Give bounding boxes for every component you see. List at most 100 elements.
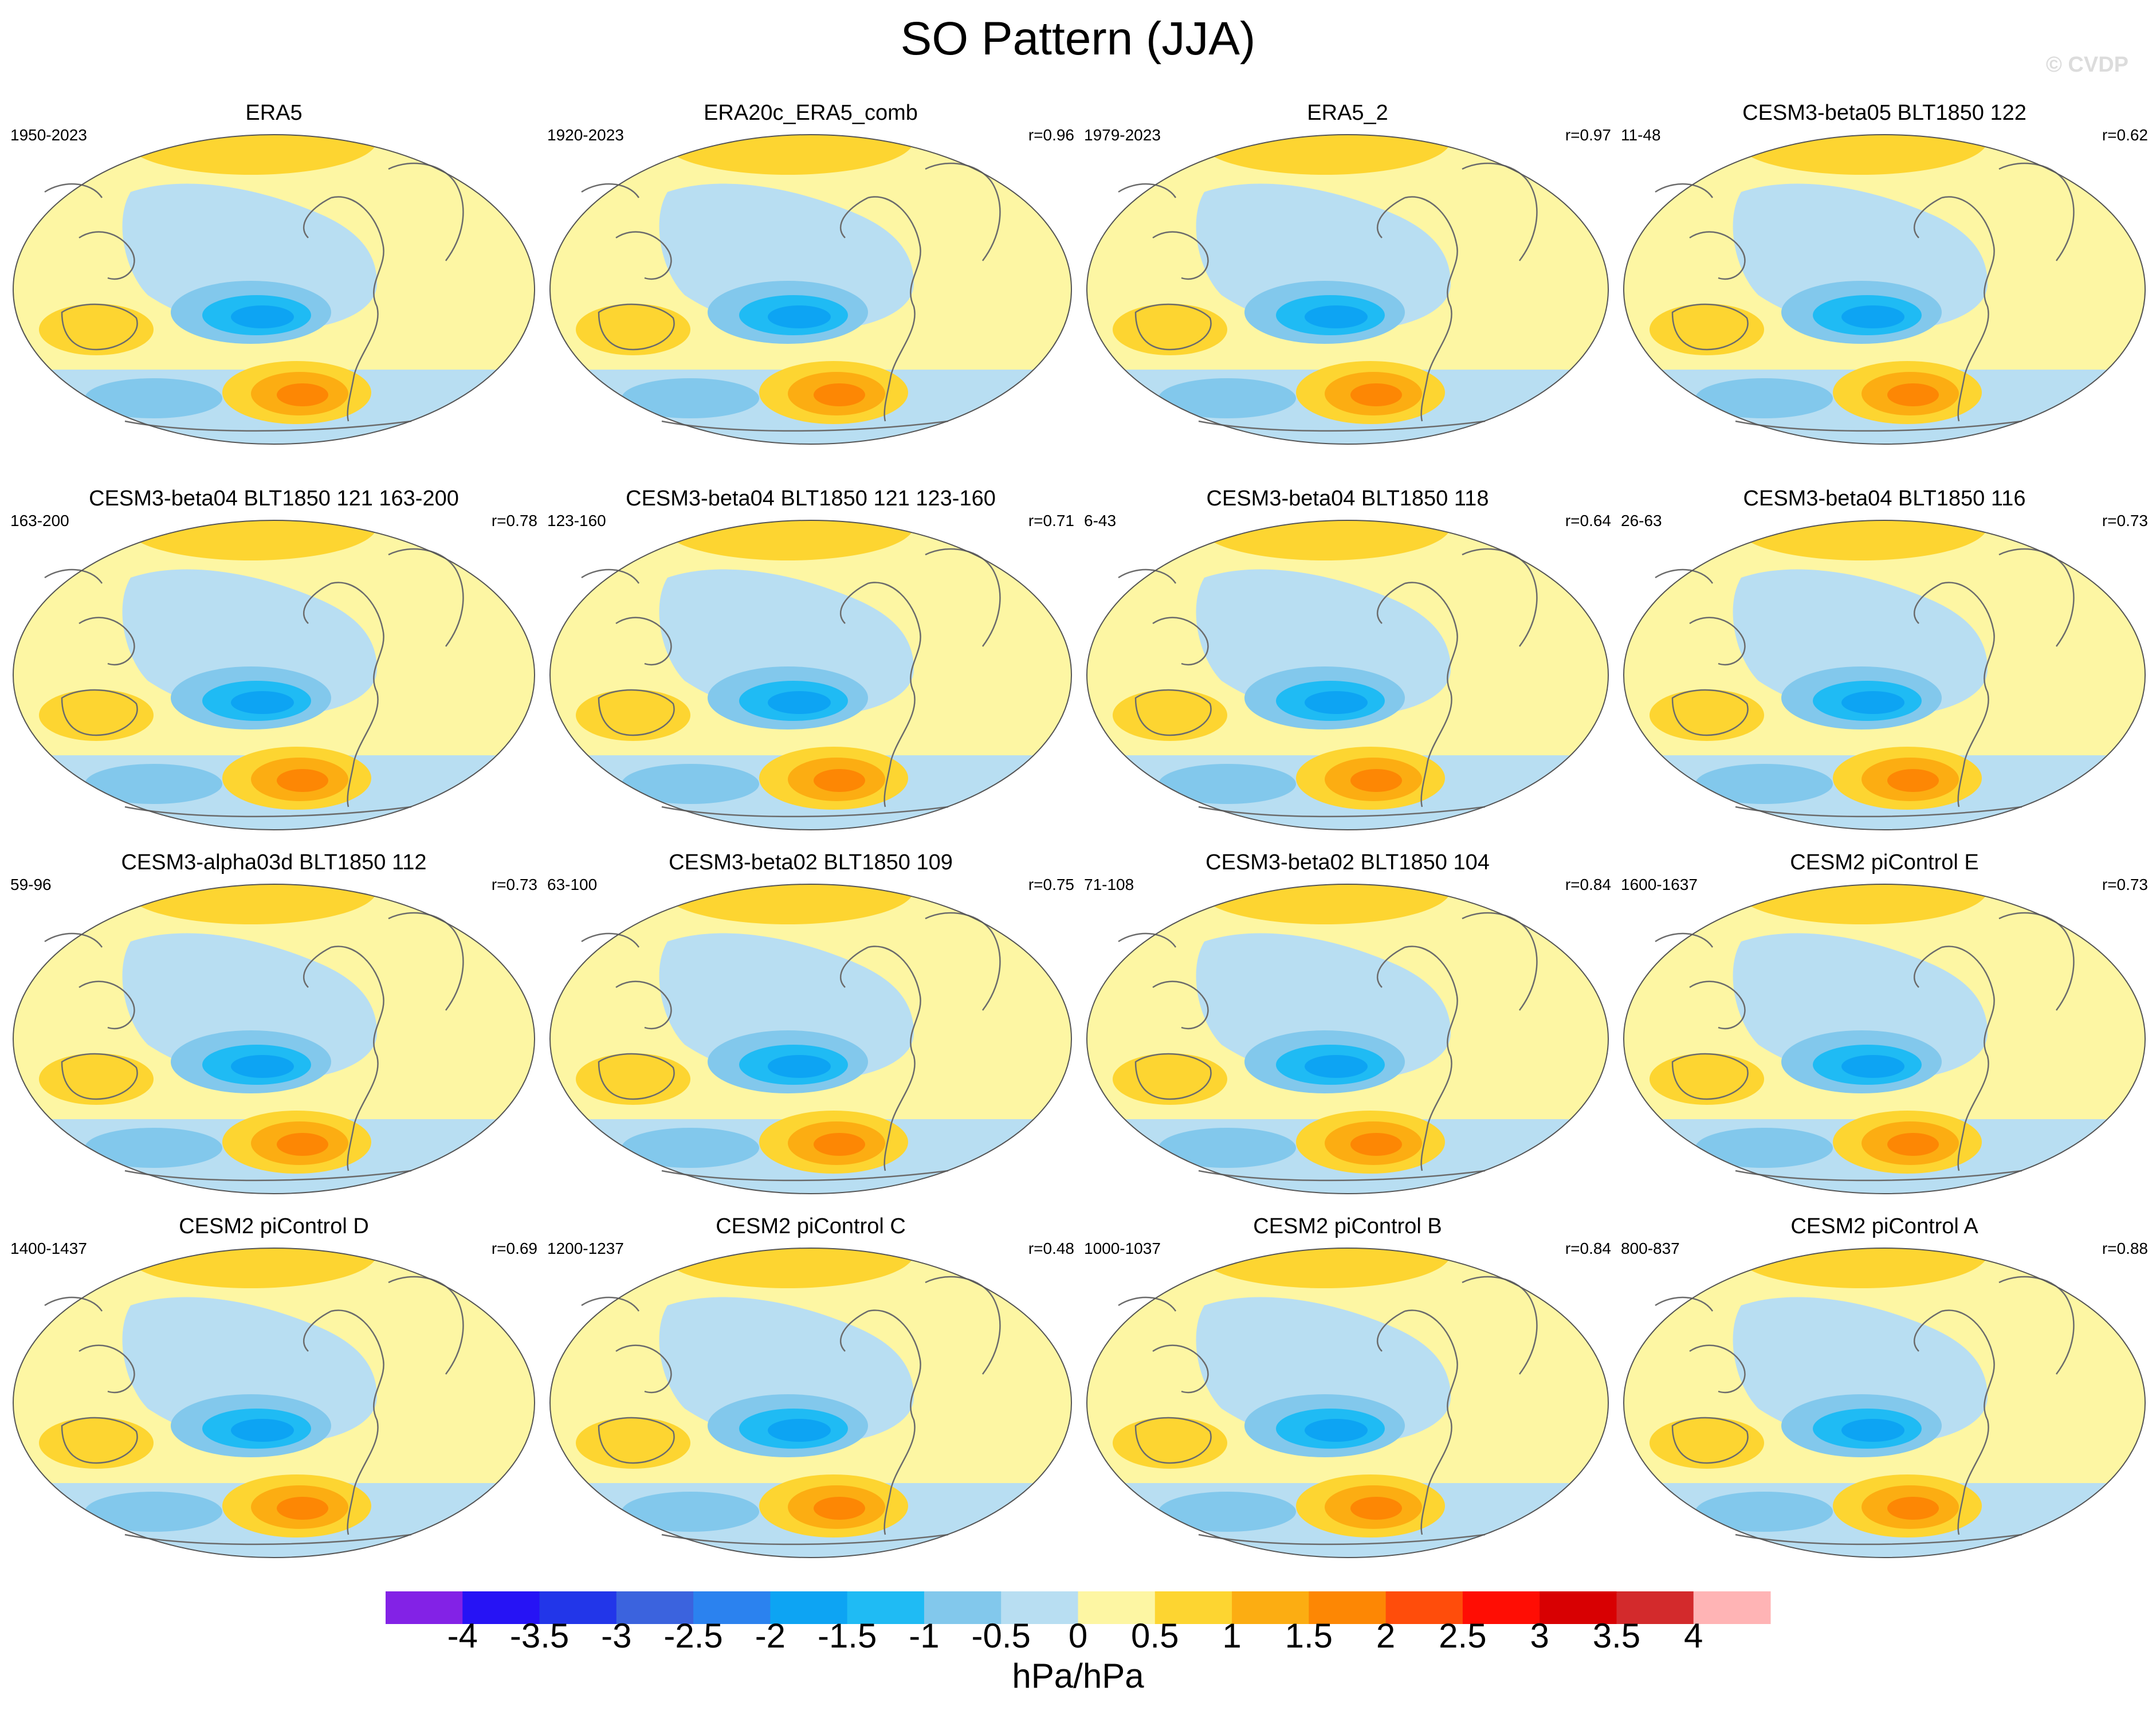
colorbar-tick-label: -3.5 [509,1617,570,1655]
panel-correlation: r=0.78 [491,512,537,530]
panel-correlation: r=0.73 [491,876,537,893]
panel-title: ERA5_2 [1307,101,1388,125]
panel-years: 59-96 [10,876,52,893]
colorbar-tick-label: -2 [755,1617,786,1655]
panel-years: 1979-2023 [1084,126,1161,144]
map-field [10,873,537,1205]
colorbar-unit-label: hPa/hPa [1012,1657,1144,1695]
map-field [1084,873,1611,1205]
map-field [547,509,1074,841]
watermark: © CVDP [2045,53,2128,77]
panel-title: CESM3-beta05 BLT1850 122 [1742,101,2027,125]
map-panel: CESM2 piControl E 1600-1637 r=0.73 [1621,850,2148,1205]
map-field [1084,123,1611,456]
colorbar-tick-label: 3 [1530,1617,1549,1655]
map-field [1621,873,2148,1205]
panel-title: CESM2 piControl B [1253,1214,1442,1238]
map-field [10,1237,537,1569]
panel-title: CESM2 piControl D [179,1214,369,1238]
panel-years: 123-160 [547,512,606,530]
map-field [1084,509,1611,841]
map-panel: ERA20c_ERA5_comb 1920-2023 r=0.96 [547,100,1074,456]
panel-correlation: r=0.62 [2102,126,2148,144]
map-field [1084,1237,1611,1569]
map-field [1621,1237,2148,1569]
map-panel: CESM3-beta05 BLT1850 122 11-48 r=0.62 [1621,100,2148,456]
map-field [1621,123,2148,456]
map-panel: CESM2 piControl C 1200-1237 r=0.48 [547,1214,1074,1569]
map-panel: CESM2 piControl A 800-837 r=0.88 [1621,1214,2148,1569]
map-panel: CESM3-beta02 BLT1850 104 71-108 r=0.84 [1084,850,1611,1205]
map-field [547,123,1074,456]
colorbar-tick-label: 2.5 [1439,1617,1487,1655]
panel-title: ERA20c_ERA5_comb [704,101,918,125]
map-panel: CESM2 piControl B 1000-1037 r=0.84 [1084,1214,1611,1569]
panel-title: CESM2 piControl E [1790,850,1979,874]
panel-years: 1000-1037 [1084,1240,1161,1257]
map-panel: CESM3-beta02 BLT1850 109 63-100 r=0.75 [547,850,1074,1205]
panel-correlation: r=0.73 [2102,512,2148,530]
panel-years: 1400-1437 [10,1240,87,1257]
panel-title: ERA5 [245,101,303,125]
panel-years: 11-48 [1621,126,1661,144]
colorbar-tick-label: -1.5 [817,1617,877,1655]
colorbar-tick-label: -2.5 [663,1617,723,1655]
colorbar-tick-label: 0.5 [1131,1617,1179,1655]
panel-years: 800-837 [1621,1240,1680,1257]
colorbar-tick-label: -3 [601,1617,632,1655]
colorbar-tick-label: 3.5 [1592,1617,1641,1655]
panel-correlation: r=0.69 [491,1240,537,1257]
panel-correlation: r=0.84 [1565,876,1611,893]
colorbar-tick-label: 0 [1068,1617,1088,1655]
panel-correlation: r=0.71 [1028,512,1074,530]
panel-title: CESM2 piControl A [1790,1214,1978,1238]
panel-correlation: r=0.48 [1028,1240,1074,1257]
panel-title: CESM3-beta04 BLT1850 118 [1206,487,1489,511]
map-panel: CESM3-beta04 BLT1850 121 163-200 163-200 r… [10,486,537,841]
colorbar-tick-label: -1 [909,1617,940,1655]
panel-years: 1920-2023 [547,126,624,144]
map-field [1621,509,2148,841]
panel-correlation: r=0.97 [1565,126,1611,144]
panel-years: 63-100 [547,876,598,893]
map-field [547,1237,1074,1569]
map-panel: ERA5_2 1979-2023 r=0.97 [1084,100,1611,456]
panel-correlation: r=0.75 [1028,876,1074,893]
page-title: SO Pattern (JJA) [900,13,1256,65]
colorbar-tick-label: 1 [1222,1617,1242,1655]
panel-years: 26-63 [1621,512,1662,530]
colorbar-tick-label: 4 [1684,1617,1703,1655]
panel-correlation: r=0.64 [1565,512,1611,530]
map-panel: CESM3-beta04 BLT1850 118 6-43 r=0.64 [1084,486,1611,841]
map-panel: CESM2 piControl D 1400-1437 r=0.69 [10,1214,537,1569]
panel-title: CESM3-beta04 BLT1850 121 123-160 [626,487,996,511]
panel-years: 163-200 [10,512,69,530]
panel-correlation: r=0.84 [1565,1240,1611,1257]
map-field [547,873,1074,1205]
map-panel: CESM3-alpha03d BLT1850 112 59-96 r=0.73 [10,850,537,1205]
map-field [10,509,537,841]
panel-years: 6-43 [1084,512,1117,530]
panel-title: CESM3-beta02 BLT1850 104 [1205,850,1490,874]
panel-years: 1950-2023 [10,126,87,144]
panel-title: CESM2 piControl C [716,1214,906,1238]
panel-title: CESM3-beta04 BLT1850 116 [1743,487,2026,511]
map-panel: CESM3-beta04 BLT1850 121 123-160 123-160 r… [547,486,1074,841]
panel-title: CESM3-alpha03d BLT1850 112 [121,850,427,874]
panel-years: 71-108 [1084,876,1134,893]
panel-correlation: r=0.96 [1028,126,1074,144]
panel-title: CESM3-beta02 BLT1850 109 [669,850,953,874]
colorbar-tick-label: -4 [447,1617,478,1655]
map-panel: CESM3-beta04 BLT1850 116 26-63 r=0.73 [1621,486,2148,841]
panel-years: 1600-1637 [1621,876,1698,893]
colorbar-tick-label: 2 [1376,1617,1396,1655]
map-field [10,123,537,456]
panel-correlation: r=0.88 [2102,1240,2148,1257]
panel-years: 1200-1237 [547,1240,624,1257]
map-panel: ERA5 1950-2023 [10,100,537,456]
panel-correlation: r=0.73 [2102,876,2148,893]
colorbar-swatch [1693,1591,1771,1624]
colorbar-tick-label: 1.5 [1285,1617,1333,1655]
colorbar-tick-label: -0.5 [971,1617,1031,1655]
panel-title: CESM3-beta04 BLT1850 121 163-200 [89,487,459,511]
